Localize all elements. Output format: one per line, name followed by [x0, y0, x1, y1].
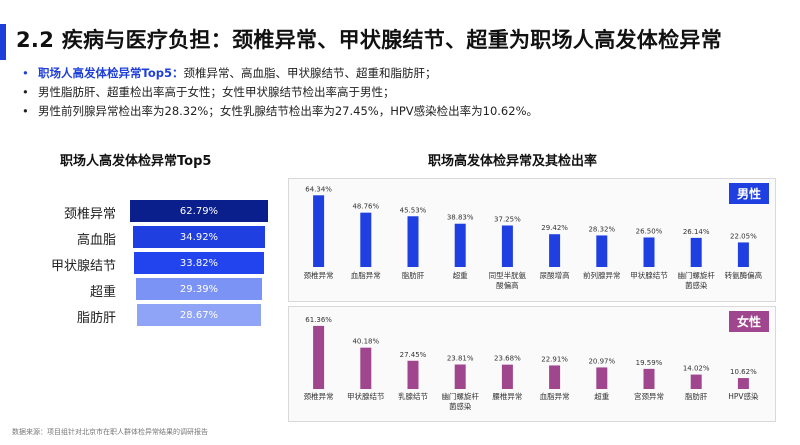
bar-value-label: 61.36%	[305, 316, 332, 324]
bullet-item: 男性脂肪肝、超重检出率高于女性；女性甲状腺结节检出率高于男性；	[22, 83, 792, 102]
tick-label: 脂肪肝	[685, 391, 708, 401]
bullet-item: 男性前列腺异常检出率为28.32%；女性乳腺结节检出率为27.45%，HPV感染…	[22, 102, 792, 121]
female-tag: 女性	[728, 311, 769, 332]
bar	[643, 237, 655, 267]
bar	[596, 235, 608, 267]
funnel-label: 甲状腺结节	[50, 259, 116, 274]
bar	[313, 195, 325, 267]
tick-label: 幽门螺旋杆	[441, 391, 479, 401]
tick-label: 甲状腺结节	[347, 391, 385, 401]
bar-value-label: 22.05%	[730, 232, 757, 240]
bullet-text: 颈椎异常、高血脂、甲状腺结节、超重和脂肪肝；	[183, 66, 437, 80]
female-chart-panel: 女性 61.36% 颈椎异常 40.18% 甲状腺结节 27.45% 乳腺结节 23.81%…	[288, 306, 776, 422]
bar-value-label: 19.59%	[636, 359, 663, 367]
funnel-bar: 29.39%	[136, 278, 262, 300]
bar-value-label: 40.18%	[352, 338, 379, 346]
funnel-bar: 33.82%	[134, 252, 264, 274]
bar	[360, 347, 372, 389]
tick-label: 菌感染	[685, 280, 708, 290]
bar-value-label: 26.14%	[683, 228, 710, 236]
bar-value-label: 48.76%	[352, 203, 379, 211]
funnel-label: 超重	[89, 285, 116, 300]
bar-value-label: 26.50%	[636, 227, 663, 235]
bar	[407, 216, 419, 267]
funnel-bar: 62.79%	[130, 200, 268, 222]
bar-value-label: 10.62%	[730, 368, 757, 376]
data-source-note: 数据来源：项目组针对北京市在职人群体检异常结果的调研报告	[12, 428, 208, 436]
male-tag: 男性	[728, 183, 769, 204]
bar-value-label: 28.32%	[588, 225, 615, 233]
bar	[690, 237, 702, 267]
tick-label: 甲状腺结节	[630, 270, 668, 280]
summary-bullets: 职场人高发体检异常Top5：颈椎异常、高血脂、甲状腺结节、超重和脂肪肝； 男性脂…	[22, 64, 792, 121]
bar	[549, 365, 561, 389]
tick-label: 血脂异常	[540, 391, 570, 401]
bar-value-label: 14.02%	[683, 365, 710, 373]
bar	[407, 360, 419, 389]
bar-value-label: 20.97%	[588, 357, 615, 365]
bar-value-label: 37.25%	[494, 215, 521, 223]
female-bar-chart: 61.36% 颈椎异常 40.18% 甲状腺结节 27.45% 乳腺结节 23.81% 幽门螺…	[304, 316, 759, 411]
funnel-label: 高血脂	[76, 233, 116, 248]
funnel-bar: 28.67%	[137, 304, 261, 326]
tick-label: HPV感染	[728, 391, 759, 401]
tick-label: 腰椎异常	[492, 391, 522, 401]
tick-label: 血脂异常	[351, 270, 381, 280]
funnel-label: 脂肪肝	[76, 311, 116, 326]
tick-label: 幽门螺旋杆	[677, 270, 715, 280]
tick-label: 超重	[594, 392, 609, 401]
tick-label: 脂肪肝	[402, 270, 425, 280]
bullet-highlight: 职场人高发体检异常Top5：	[38, 66, 184, 80]
bar	[596, 367, 608, 389]
tick-label: 转氨酶偏高	[725, 270, 763, 280]
bar	[690, 374, 702, 389]
bar	[737, 242, 749, 267]
bar	[454, 364, 466, 389]
bar	[643, 368, 655, 389]
tick-label: 超重	[453, 271, 468, 280]
tick-label: 酸偏高	[496, 280, 519, 290]
bullet-item: 职场人高发体检异常Top5：颈椎异常、高血脂、甲状腺结节、超重和脂肪肝；	[22, 64, 792, 83]
bar	[737, 378, 749, 389]
tick-label: 尿酸增高	[540, 270, 570, 280]
tick-label: 同型半胱氨	[489, 270, 527, 280]
bar	[313, 325, 325, 389]
bar-value-label: 38.83%	[447, 214, 474, 222]
bar	[501, 364, 513, 389]
funnel-label: 颈椎异常	[63, 207, 116, 222]
funnel-bar: 34.92%	[133, 226, 265, 248]
bullet-text: 男性前列腺异常检出率为28.32%；女性乳腺结节检出率为27.45%，HPV感染…	[38, 104, 538, 118]
male-bar-chart: 64.34% 颈椎异常 48.76% 血脂异常 45.53% 脂肪肝 38.83% 超重 37.…	[304, 185, 763, 290]
male-chart-panel: 男性 64.34% 颈椎异常 48.76% 血脂异常 45.53% 脂肪肝 38.83% 超重…	[288, 178, 776, 302]
tick-label: 颈椎异常	[304, 391, 334, 401]
title-accent-bar	[0, 24, 6, 60]
bar-value-label: 23.68%	[494, 355, 521, 363]
bar	[454, 223, 466, 267]
tick-label: 颈椎异常	[304, 270, 334, 280]
bar-value-label: 29.42%	[541, 224, 568, 232]
bar	[360, 212, 372, 267]
tick-label: 乳腺结节	[398, 391, 428, 401]
bullet-text: 男性脂肪肝、超重检出率高于女性；女性甲状腺结节检出率高于男性；	[38, 85, 395, 99]
page-title: 2.2 疾病与医疗负担：颈椎异常、甲状腺结节、超重为职场人高发体检异常	[16, 28, 723, 52]
tick-label: 宫颈异常	[634, 391, 664, 401]
bar	[549, 234, 561, 267]
tick-label: 菌感染	[449, 401, 472, 411]
bar-value-label: 23.81%	[447, 355, 474, 363]
bar	[501, 225, 513, 267]
bar-value-label: 64.34%	[305, 185, 332, 193]
bar-value-label: 27.45%	[400, 351, 427, 359]
funnel-title: 职场人高发体检异常Top5	[60, 154, 212, 169]
bar-value-label: 45.53%	[400, 206, 427, 214]
right-chart-title: 职场高发体检异常及其检出率	[428, 154, 598, 169]
bar-value-label: 22.91%	[541, 355, 568, 363]
tick-label: 前列腺异常	[583, 270, 621, 280]
